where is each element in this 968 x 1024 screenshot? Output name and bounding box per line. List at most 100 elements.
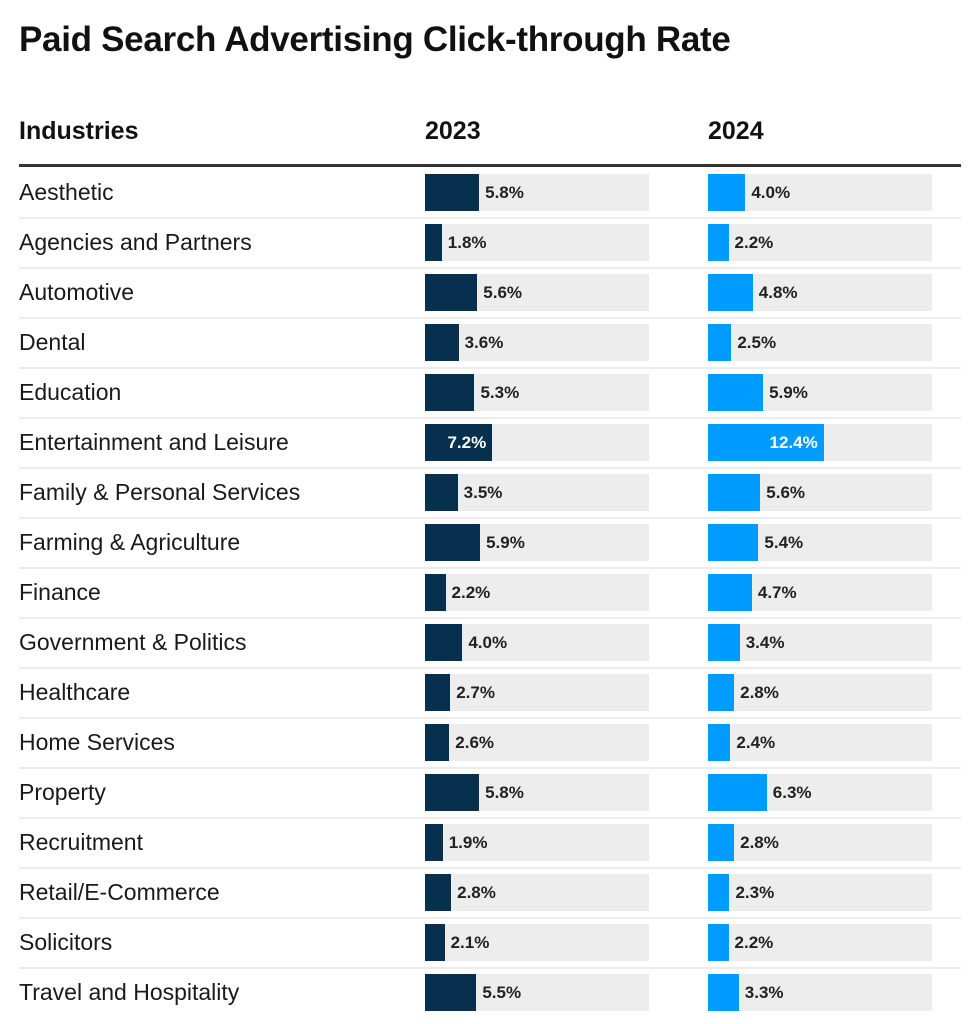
bar-2024 bbox=[708, 874, 730, 911]
value-label-2023: 5.3% bbox=[480, 383, 520, 402]
value-label-2024: 12.4% bbox=[769, 433, 818, 452]
bar-2024 bbox=[708, 424, 824, 461]
value-label-2024: 5.9% bbox=[769, 383, 808, 402]
value-label-2023: 2.1% bbox=[450, 933, 490, 952]
bar-2023 bbox=[425, 474, 458, 511]
value-label-2023: 3.6% bbox=[464, 333, 504, 352]
bar-2023 bbox=[425, 574, 446, 611]
bar-2024 bbox=[708, 824, 735, 861]
bar-2024 bbox=[708, 924, 729, 961]
value-label-2023: 2.6% bbox=[455, 733, 495, 752]
value-label-2023: 1.8% bbox=[447, 233, 487, 252]
value-label-2023: 5.8% bbox=[485, 783, 524, 802]
table-row: Family & Personal Services 3.5% 5.6% bbox=[19, 469, 961, 519]
bar-2024 bbox=[708, 724, 731, 761]
table-row: Education 5.3% 5.9% bbox=[19, 369, 961, 419]
industry-label: Family & Personal Services bbox=[19, 479, 301, 505]
bar-2023 bbox=[425, 874, 452, 911]
value-label-2023: 5.6% bbox=[483, 283, 523, 302]
bar-2024 bbox=[708, 324, 732, 361]
bar-track-2023: 3.5% bbox=[425, 474, 649, 511]
value-label-2024: 2.5% bbox=[737, 333, 777, 352]
industry-label: Government & Politics bbox=[19, 629, 247, 655]
value-label-2024: 4.8% bbox=[758, 283, 798, 302]
bar-2023 bbox=[425, 974, 477, 1011]
table-row: Entertainment and Leisure 7.2% 12.4% bbox=[19, 419, 961, 469]
value-label-2024: 4.7% bbox=[757, 583, 797, 602]
table-row: Government & Politics 4.0% 3.4% bbox=[19, 619, 961, 669]
industry-label: Entertainment and Leisure bbox=[19, 429, 289, 455]
value-label-2023: 5.8% bbox=[485, 183, 524, 202]
bar-2023 bbox=[425, 224, 442, 261]
bar-track-2023: 5.9% bbox=[425, 524, 649, 561]
bar-2024 bbox=[708, 374, 764, 411]
value-label-2023: 2.7% bbox=[456, 683, 495, 702]
bar-track-2023: 2.7% bbox=[425, 674, 649, 711]
bar-track-2024: 2.4% bbox=[708, 724, 932, 761]
value-label-2024: 5.6% bbox=[766, 483, 806, 502]
value-label-2024: 3.3% bbox=[744, 983, 784, 1002]
value-label-2024: 2.3% bbox=[735, 883, 775, 902]
industry-label: Aesthetic bbox=[19, 179, 114, 205]
industry-label: Farming & Agriculture bbox=[19, 529, 241, 555]
industry-label: Recruitment bbox=[19, 829, 143, 855]
table-row: Aesthetic 5.8% 4.0% bbox=[19, 169, 961, 219]
industry-label: Home Services bbox=[19, 729, 175, 755]
column-header-2024: 2024 bbox=[708, 117, 764, 145]
bar-track-2024: 5.9% bbox=[708, 374, 932, 411]
bar-track-2023: 1.8% bbox=[425, 224, 649, 261]
industry-label: Agencies and Partners bbox=[19, 229, 252, 255]
industry-label: Finance bbox=[19, 579, 101, 605]
column-header-industries: Industries bbox=[19, 117, 139, 145]
bar-track-2023: 5.8% bbox=[425, 174, 649, 211]
bar-track-2024: 6.3% bbox=[708, 774, 932, 811]
value-label-2024: 2.2% bbox=[734, 233, 774, 252]
table-row: Retail/E-Commerce 2.8% 2.3% bbox=[19, 869, 961, 919]
bar-2024 bbox=[708, 774, 767, 811]
bar-track-2024: 3.3% bbox=[708, 974, 932, 1011]
bar-2023 bbox=[425, 374, 475, 411]
table-row: Recruitment 1.9% 2.8% bbox=[19, 819, 961, 869]
value-label-2023: 3.5% bbox=[463, 483, 503, 502]
industry-label: Retail/E-Commerce bbox=[19, 879, 220, 905]
bar-track-2024: 5.4% bbox=[708, 524, 932, 561]
value-label-2023: 5.9% bbox=[486, 533, 525, 552]
industry-label: Travel and Hospitality bbox=[19, 979, 240, 1005]
industry-label: Property bbox=[19, 779, 106, 805]
value-label-2024: 2.2% bbox=[734, 933, 774, 952]
value-label-2024: 2.8% bbox=[740, 833, 779, 852]
value-label-2024: 5.4% bbox=[764, 533, 804, 552]
bar-2023 bbox=[425, 824, 443, 861]
bar-track-2024: 12.4% bbox=[708, 424, 932, 461]
bar-track-2023: 3.6% bbox=[425, 324, 649, 361]
bar-2023 bbox=[425, 324, 459, 361]
bar-2023 bbox=[425, 924, 445, 961]
bar-track-2024: 2.5% bbox=[708, 324, 932, 361]
bar-track-2024: 4.8% bbox=[708, 274, 932, 311]
table-row: Agencies and Partners 1.8% 2.2% bbox=[19, 219, 961, 269]
bar-track-2024: 2.3% bbox=[708, 874, 932, 911]
industry-label: Healthcare bbox=[19, 679, 131, 705]
bar-track-2023: 2.8% bbox=[425, 874, 649, 911]
table-row: Dental 3.6% 2.5% bbox=[19, 319, 961, 369]
value-label-2023: 5.5% bbox=[482, 983, 522, 1002]
bar-track-2024: 3.4% bbox=[708, 624, 932, 661]
value-label-2023: 2.2% bbox=[451, 583, 491, 602]
bar-2024 bbox=[708, 224, 729, 261]
bar-track-2024: 5.6% bbox=[708, 474, 932, 511]
value-label-2023: 7.2% bbox=[447, 433, 487, 452]
value-label-2024: 2.8% bbox=[740, 683, 779, 702]
bar-2023 bbox=[425, 274, 478, 311]
bar-track-2024: 2.2% bbox=[708, 224, 932, 261]
value-label-2023: 4.0% bbox=[468, 633, 508, 652]
bar-2023 bbox=[425, 624, 463, 661]
industry-label: Solicitors bbox=[19, 929, 113, 955]
bar-2024 bbox=[708, 624, 740, 661]
bar-2023 bbox=[425, 424, 493, 461]
chart-title: Paid Search Advertising Click-through Ra… bbox=[19, 20, 731, 59]
bar-track-2024: 4.7% bbox=[708, 574, 932, 611]
bar-track-2023: 5.6% bbox=[425, 274, 649, 311]
bar-2024 bbox=[708, 574, 752, 611]
header-divider bbox=[19, 164, 961, 167]
bar-2024 bbox=[708, 274, 753, 311]
